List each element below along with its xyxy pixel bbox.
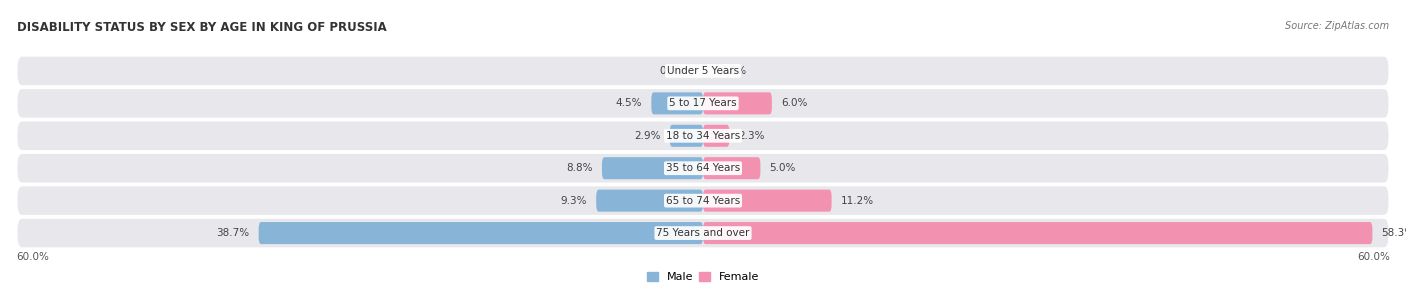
- Text: 60.0%: 60.0%: [1357, 252, 1389, 262]
- FancyBboxPatch shape: [17, 57, 1389, 85]
- Text: 5.0%: 5.0%: [769, 163, 796, 173]
- FancyBboxPatch shape: [596, 190, 703, 212]
- FancyBboxPatch shape: [259, 222, 703, 244]
- Text: 65 to 74 Years: 65 to 74 Years: [666, 196, 740, 206]
- Text: 58.3%: 58.3%: [1382, 228, 1406, 238]
- Text: 2.3%: 2.3%: [738, 131, 765, 141]
- FancyBboxPatch shape: [17, 89, 1389, 118]
- FancyBboxPatch shape: [703, 125, 730, 147]
- FancyBboxPatch shape: [703, 190, 831, 212]
- Text: 9.3%: 9.3%: [561, 196, 588, 206]
- FancyBboxPatch shape: [703, 222, 1372, 244]
- FancyBboxPatch shape: [651, 92, 703, 114]
- Text: 0.0%: 0.0%: [720, 66, 747, 76]
- Text: 0.0%: 0.0%: [659, 66, 686, 76]
- FancyBboxPatch shape: [703, 92, 772, 114]
- Legend: Male, Female: Male, Female: [643, 267, 763, 287]
- Text: 6.0%: 6.0%: [782, 98, 807, 108]
- Text: 11.2%: 11.2%: [841, 196, 875, 206]
- FancyBboxPatch shape: [17, 186, 1389, 215]
- FancyBboxPatch shape: [602, 157, 703, 179]
- Text: Source: ZipAtlas.com: Source: ZipAtlas.com: [1285, 21, 1389, 31]
- Text: 5 to 17 Years: 5 to 17 Years: [669, 98, 737, 108]
- Text: 2.9%: 2.9%: [634, 131, 661, 141]
- FancyBboxPatch shape: [17, 122, 1389, 150]
- Text: 8.8%: 8.8%: [567, 163, 593, 173]
- Text: 4.5%: 4.5%: [616, 98, 643, 108]
- Text: DISABILITY STATUS BY SEX BY AGE IN KING OF PRUSSIA: DISABILITY STATUS BY SEX BY AGE IN KING …: [17, 21, 387, 34]
- FancyBboxPatch shape: [17, 219, 1389, 247]
- Text: 35 to 64 Years: 35 to 64 Years: [666, 163, 740, 173]
- FancyBboxPatch shape: [669, 125, 703, 147]
- Text: 18 to 34 Years: 18 to 34 Years: [666, 131, 740, 141]
- Text: 75 Years and over: 75 Years and over: [657, 228, 749, 238]
- Text: Under 5 Years: Under 5 Years: [666, 66, 740, 76]
- Text: 38.7%: 38.7%: [217, 228, 249, 238]
- FancyBboxPatch shape: [703, 157, 761, 179]
- Text: 60.0%: 60.0%: [17, 252, 49, 262]
- FancyBboxPatch shape: [17, 154, 1389, 182]
